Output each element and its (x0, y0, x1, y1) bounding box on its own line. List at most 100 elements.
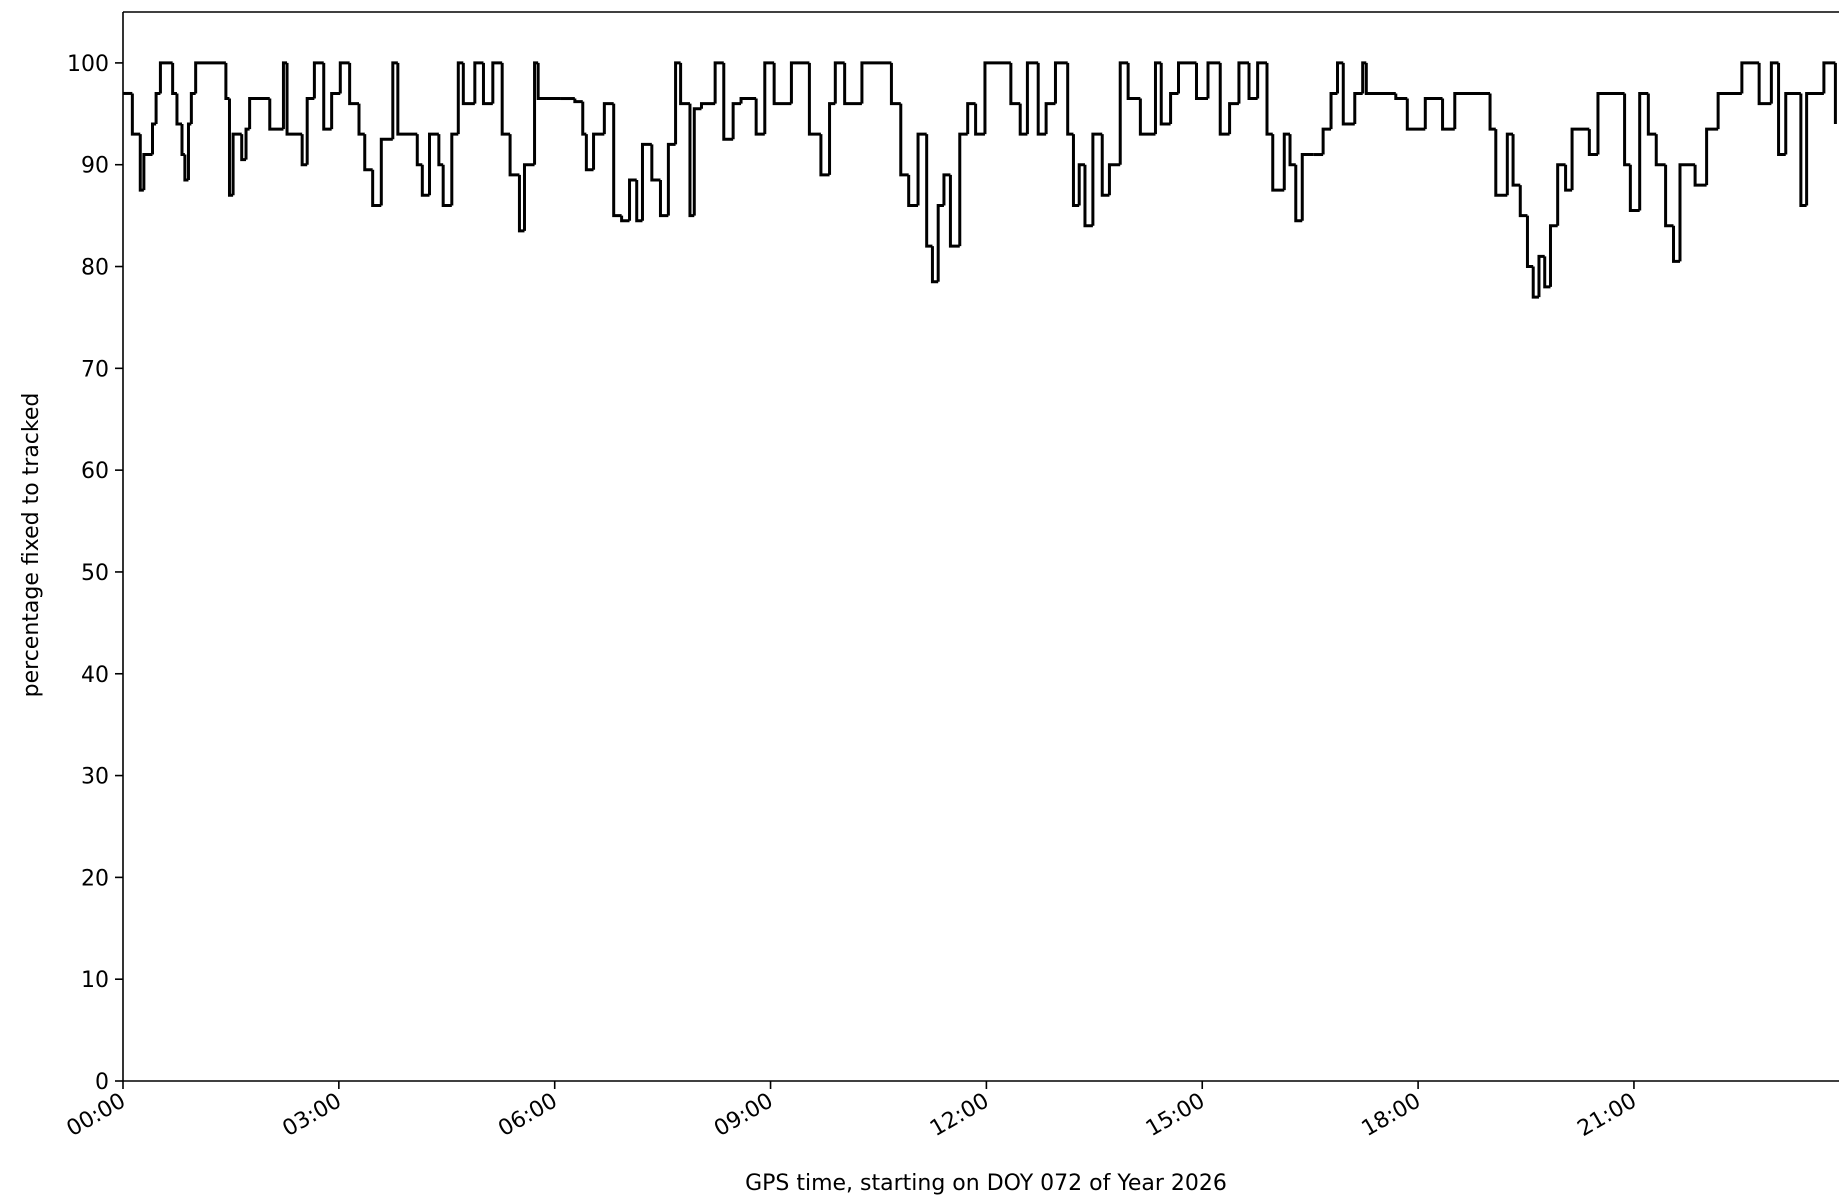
line-segment (602, 102, 614, 135)
line-segment (958, 132, 968, 247)
line-segment (1053, 61, 1068, 104)
line-segment (1138, 98, 1156, 136)
line-segment (391, 61, 398, 140)
line-segment (1194, 62, 1208, 101)
line-segment (1265, 62, 1273, 136)
line-segment (240, 134, 247, 162)
line-segment (522, 163, 535, 231)
line-segment (819, 134, 830, 177)
line-segment (437, 134, 444, 167)
line-segment (1018, 103, 1028, 136)
line-segment (1531, 266, 1539, 299)
line-segment (1153, 61, 1162, 135)
line-segment (966, 102, 976, 135)
y-tick-label: 30 (81, 765, 109, 790)
line-segment (1126, 62, 1141, 101)
line-segment (843, 62, 862, 106)
line-segment (1548, 224, 1558, 287)
line-segment (428, 132, 439, 196)
line-segment (1091, 132, 1103, 226)
line-segment (640, 142, 652, 221)
line-segment (1505, 132, 1514, 196)
line-segment (1556, 163, 1566, 226)
line-segment (130, 93, 141, 136)
x-tick-label: 00:00 (63, 1089, 130, 1142)
line-segment (1693, 164, 1707, 187)
line-segment (1364, 62, 1396, 95)
line-segment (1488, 93, 1496, 131)
line-segment (1321, 127, 1332, 155)
line-segment (338, 61, 350, 94)
y-tick-label: 0 (95, 1070, 109, 1095)
line-segment (948, 174, 960, 248)
line-segment (1071, 134, 1080, 207)
line-segment (1336, 61, 1344, 94)
x-tick-label: 06:00 (494, 1089, 561, 1142)
line-segment (889, 62, 901, 106)
line-segment (1664, 164, 1674, 228)
line-segment (658, 179, 669, 218)
line-segment (1646, 93, 1657, 136)
line-segment (650, 144, 661, 182)
line-segment (936, 203, 944, 282)
line-segment (1159, 62, 1171, 126)
line-segment (180, 123, 185, 157)
line-segment (1282, 132, 1291, 191)
line-segment (508, 134, 520, 177)
line-segment (1294, 164, 1303, 223)
line-segment (1083, 164, 1093, 228)
line-segment (1341, 62, 1355, 126)
line-segment (833, 61, 845, 104)
line-segment (224, 62, 230, 101)
line-segment (722, 62, 734, 141)
line-segment (171, 62, 177, 95)
line-segment (1405, 98, 1426, 131)
line-segment (666, 142, 676, 216)
line-segment (473, 61, 484, 104)
line-segment (491, 61, 503, 104)
line-segment (244, 127, 250, 160)
line-segment (183, 154, 189, 182)
line-segment (1353, 91, 1363, 124)
x-tick-label: 21:00 (1574, 1089, 1641, 1142)
line-segment (363, 134, 373, 172)
line-segment (1822, 61, 1836, 94)
line-segment (1044, 102, 1056, 135)
y-tick-label: 60 (81, 459, 109, 484)
line-segment (860, 61, 892, 104)
line-segment (268, 98, 284, 131)
line-segment (379, 137, 393, 206)
line-segment (1077, 163, 1085, 206)
line-segment (1799, 93, 1807, 207)
line-segment (1271, 134, 1285, 192)
line-segment (907, 174, 919, 207)
line-segment (1777, 62, 1786, 157)
line-segment (517, 174, 525, 233)
line-segment (322, 62, 332, 131)
line-segment (1169, 91, 1179, 124)
x-tick-label: 15:00 (1142, 1089, 1209, 1142)
line-segment (1453, 91, 1491, 130)
line-segment (1740, 61, 1760, 94)
line-segment (899, 103, 909, 177)
line-segment (481, 62, 493, 106)
line-segment (635, 179, 643, 223)
line-segment (763, 61, 775, 135)
line-segment (581, 101, 587, 136)
line-segment (186, 122, 192, 180)
line-segment (1066, 62, 1074, 136)
line-segment (584, 134, 594, 172)
line-segment (456, 61, 464, 135)
line-segment (1036, 62, 1047, 136)
line-segment (916, 132, 927, 206)
line-segment (142, 153, 153, 191)
line-segment (500, 62, 511, 136)
line-segment (1596, 91, 1625, 155)
line-segment (158, 61, 173, 94)
x-tick-label: 03:00 (278, 1089, 345, 1142)
line-segment (1256, 61, 1267, 99)
line-segment (754, 98, 765, 136)
line-segment (1638, 91, 1649, 211)
